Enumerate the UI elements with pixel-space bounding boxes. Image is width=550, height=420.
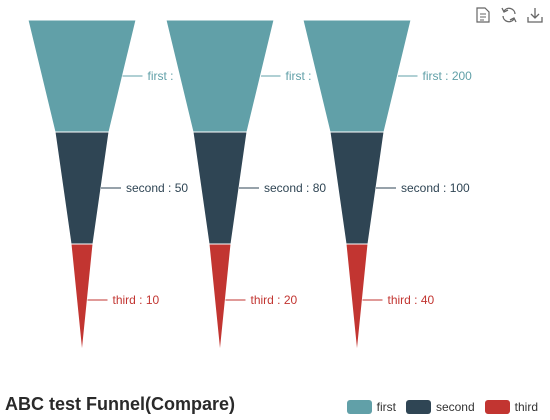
funnel-3-label-third: third : 40 <box>388 293 435 307</box>
funnel-2-segment-third[interactable] <box>208 243 232 354</box>
funnel-1-segment-first[interactable] <box>27 19 137 133</box>
chart-title: ABC test Funnel(Compare) <box>5 394 236 414</box>
legend-swatch-third <box>484 400 510 414</box>
funnel-3-segment-first-overlay[interactable] <box>302 19 412 133</box>
legend-item-third[interactable]: third <box>484 400 538 414</box>
funnel-1: first : second : 50 third : 10 <box>27 19 188 354</box>
funnel-3-label-first: first : 200 <box>423 69 473 83</box>
funnel-2-label-second: second : 80 <box>264 181 326 195</box>
funnel-1-segment-third[interactable] <box>70 243 94 354</box>
funnel-2-segment-second[interactable] <box>192 131 248 245</box>
save-image-icon[interactable] <box>525 5 545 25</box>
legend-label-first: first <box>376 400 396 414</box>
chart-legend: first second third <box>346 400 538 414</box>
data-view-icon[interactable] <box>473 5 493 25</box>
legend-swatch-first <box>346 400 372 414</box>
funnel-1-segment-second[interactable] <box>54 131 110 245</box>
funnel-2-segment-first-overlay[interactable] <box>165 19 275 133</box>
funnel-2-label-third: third : 20 <box>251 293 298 307</box>
funnel-3-segment-second[interactable] <box>329 131 385 245</box>
legend-swatch-second <box>405 400 431 414</box>
restore-icon[interactable] <box>499 5 519 25</box>
legend-item-second[interactable]: second <box>405 400 475 414</box>
chart-toolbox <box>473 5 545 25</box>
funnel-1-label-third: third : 10 <box>113 293 160 307</box>
funnel-1-label-second: second : 50 <box>126 181 188 195</box>
funnel-1-label-first: first : <box>148 69 174 83</box>
funnel-3-segment-third[interactable] <box>345 243 369 354</box>
funnel-3-label-second: second : 100 <box>401 181 470 195</box>
funnel-2-label-first: first : <box>286 69 312 83</box>
legend-label-second: second <box>435 400 475 414</box>
legend-label-third: third <box>514 400 538 414</box>
legend-item-first[interactable]: first <box>346 400 396 414</box>
